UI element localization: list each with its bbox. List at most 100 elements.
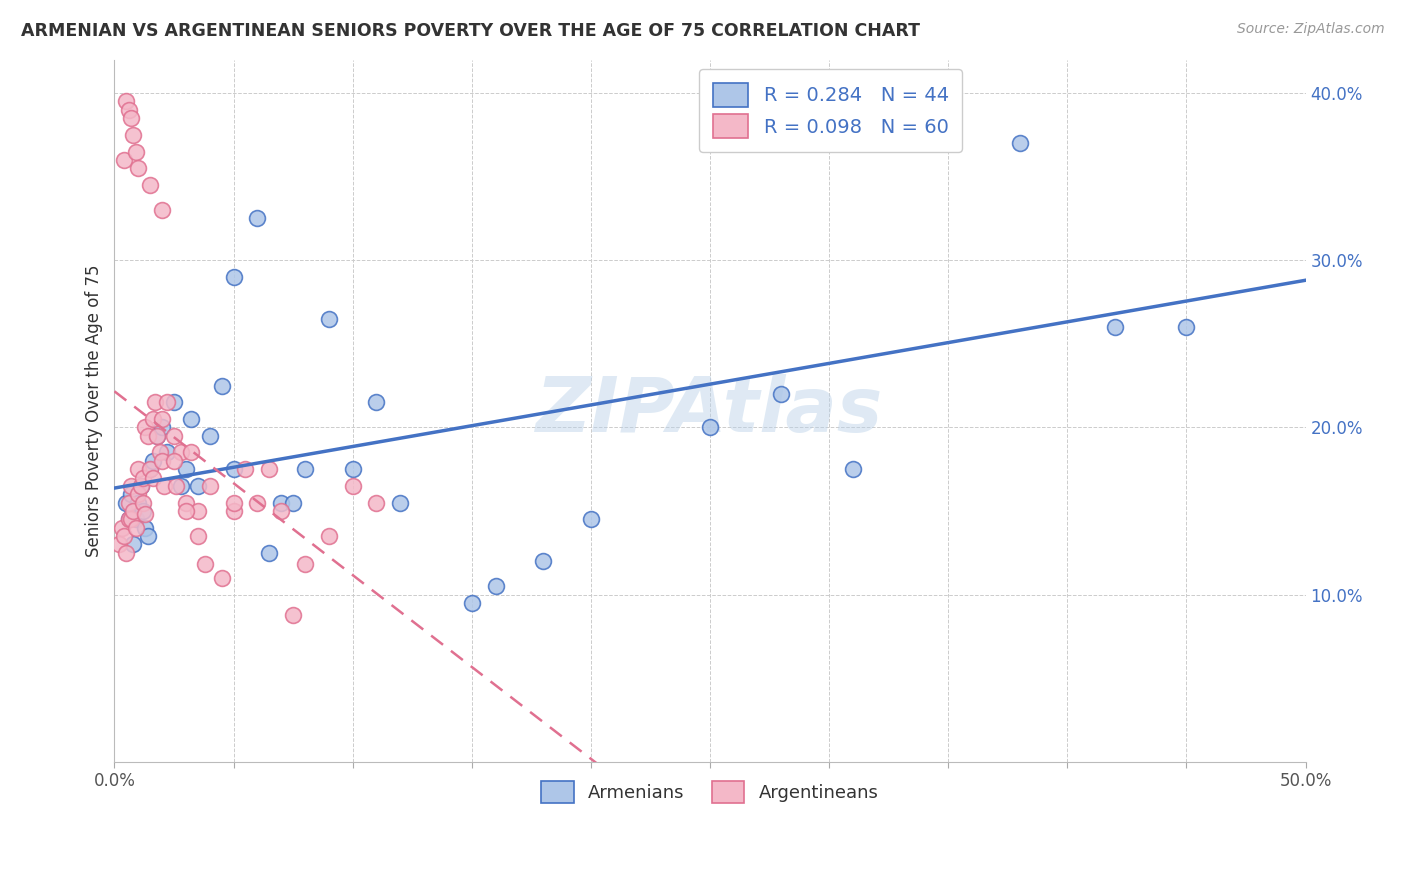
- Point: [132, 495, 155, 509]
- Point: [211, 378, 233, 392]
- Point: [108, 537, 131, 551]
- Point: [115, 95, 138, 109]
- Point: [112, 153, 135, 167]
- Text: Source: ZipAtlas.com: Source: ZipAtlas.com: [1237, 22, 1385, 37]
- Point: [281, 607, 304, 622]
- Point: [366, 495, 388, 509]
- Point: [146, 429, 169, 443]
- Point: [150, 202, 173, 217]
- Text: ARMENIAN VS ARGENTINEAN SENIORS POVERTY OVER THE AGE OF 75 CORRELATION CHART: ARMENIAN VS ARGENTINEAN SENIORS POVERTY …: [21, 22, 920, 40]
- Point: [163, 429, 186, 443]
- Point: [170, 445, 193, 459]
- Point: [461, 596, 484, 610]
- Point: [149, 445, 172, 459]
- Point: [246, 211, 269, 226]
- Point: [127, 495, 149, 509]
- Point: [246, 495, 269, 509]
- Point: [139, 178, 162, 192]
- Point: [129, 479, 152, 493]
- Point: [342, 462, 364, 476]
- Point: [150, 420, 173, 434]
- Point: [180, 412, 202, 426]
- Point: [211, 571, 233, 585]
- Point: [270, 504, 292, 518]
- Point: [118, 103, 141, 117]
- Point: [141, 412, 163, 426]
- Point: [531, 554, 554, 568]
- Point: [259, 546, 281, 560]
- Point: [165, 479, 187, 493]
- Y-axis label: Seniors Poverty Over the Age of 75: Seniors Poverty Over the Age of 75: [86, 264, 103, 557]
- Point: [1008, 136, 1031, 151]
- Point: [146, 429, 169, 443]
- Point: [294, 462, 316, 476]
- Point: [170, 479, 193, 493]
- Point: [174, 495, 197, 509]
- Point: [150, 454, 173, 468]
- Point: [134, 420, 156, 434]
- Point: [118, 512, 141, 526]
- Point: [125, 145, 148, 159]
- Point: [122, 537, 145, 551]
- Point: [222, 504, 245, 518]
- Point: [699, 420, 721, 434]
- Point: [120, 487, 142, 501]
- Point: [134, 521, 156, 535]
- Point: [484, 579, 506, 593]
- Point: [120, 111, 142, 125]
- Point: [187, 504, 209, 518]
- Point: [125, 521, 148, 535]
- Point: [174, 462, 197, 476]
- Point: [259, 462, 281, 476]
- Point: [127, 161, 149, 176]
- Point: [115, 495, 138, 509]
- Point: [141, 470, 163, 484]
- Text: ZIPAtlas: ZIPAtlas: [536, 374, 883, 448]
- Point: [235, 462, 257, 476]
- Point: [156, 395, 179, 409]
- Point: [198, 429, 221, 443]
- Point: [174, 504, 197, 518]
- Point: [187, 529, 209, 543]
- Point: [194, 558, 217, 572]
- Point: [136, 529, 159, 543]
- Point: [110, 521, 132, 535]
- Point: [342, 479, 364, 493]
- Point: [156, 445, 179, 459]
- Point: [294, 558, 316, 572]
- Point: [222, 495, 245, 509]
- Point: [222, 269, 245, 284]
- Point: [141, 454, 163, 468]
- Point: [842, 462, 865, 476]
- Point: [318, 529, 340, 543]
- Point: [118, 495, 141, 509]
- Point: [770, 387, 793, 401]
- Point: [125, 512, 148, 526]
- Point: [222, 462, 245, 476]
- Point: [281, 495, 304, 509]
- Point: [129, 479, 152, 493]
- Point: [180, 445, 202, 459]
- Point: [912, 120, 935, 134]
- Point: [318, 311, 340, 326]
- Point: [122, 504, 145, 518]
- Point: [1104, 320, 1126, 334]
- Point: [122, 128, 145, 142]
- Legend: Armenians, Argentineans: Armenians, Argentineans: [529, 769, 891, 816]
- Point: [153, 479, 176, 493]
- Point: [143, 395, 166, 409]
- Point: [134, 508, 156, 522]
- Point: [366, 395, 388, 409]
- Point: [187, 479, 209, 493]
- Point: [389, 495, 412, 509]
- Point: [150, 412, 173, 426]
- Point: [270, 495, 292, 509]
- Point: [163, 454, 186, 468]
- Point: [112, 529, 135, 543]
- Point: [579, 512, 602, 526]
- Point: [115, 546, 138, 560]
- Point: [136, 429, 159, 443]
- Point: [139, 462, 162, 476]
- Point: [139, 462, 162, 476]
- Point: [127, 462, 149, 476]
